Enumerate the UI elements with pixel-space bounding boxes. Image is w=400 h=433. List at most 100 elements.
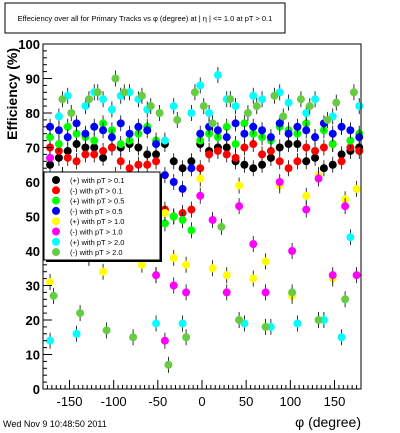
data-point bbox=[249, 164, 258, 173]
data-point bbox=[178, 319, 187, 328]
legend-marker bbox=[52, 176, 60, 184]
data-point bbox=[120, 88, 129, 97]
data-point bbox=[46, 122, 55, 131]
y-tick-label: 80 bbox=[26, 106, 40, 121]
legend-marker bbox=[52, 196, 60, 205]
data-point bbox=[178, 184, 187, 193]
y-tick-label: 60 bbox=[26, 175, 40, 190]
data-point bbox=[137, 91, 146, 100]
data-point bbox=[275, 178, 284, 186]
data-point bbox=[99, 126, 108, 135]
data-point bbox=[93, 88, 102, 97]
data-point bbox=[213, 126, 222, 135]
data-point bbox=[190, 88, 199, 97]
data-point bbox=[328, 271, 337, 280]
data-point bbox=[217, 222, 226, 231]
data-point bbox=[275, 119, 284, 128]
data-point bbox=[125, 129, 134, 138]
data-point bbox=[231, 102, 240, 111]
data-point bbox=[116, 157, 125, 166]
data-point bbox=[261, 288, 270, 297]
data-point bbox=[222, 288, 231, 297]
title-box: Effeciency over all for Primary Tracks v… bbox=[4, 2, 286, 34]
data-point bbox=[302, 191, 311, 200]
data-point bbox=[49, 291, 58, 300]
data-point bbox=[72, 119, 81, 128]
data-point bbox=[81, 129, 90, 138]
data-point bbox=[252, 102, 261, 111]
data-point bbox=[46, 336, 55, 345]
legend-marker bbox=[52, 206, 60, 215]
y-tick-label: 30 bbox=[26, 279, 40, 294]
data-point bbox=[152, 157, 161, 166]
data-point bbox=[99, 146, 108, 155]
data-point bbox=[99, 95, 108, 104]
data-point bbox=[346, 126, 355, 135]
y-tick-label: 100 bbox=[18, 37, 40, 52]
data-point bbox=[341, 295, 350, 304]
x-tick-label: -100 bbox=[101, 394, 127, 409]
data-point bbox=[293, 122, 302, 131]
data-point bbox=[341, 202, 350, 211]
plot-area bbox=[46, 67, 364, 373]
data-point bbox=[152, 140, 161, 149]
data-point bbox=[63, 153, 72, 162]
data-point bbox=[302, 126, 311, 135]
data-point bbox=[199, 102, 208, 111]
data-point bbox=[173, 115, 182, 124]
data-point bbox=[337, 333, 346, 342]
data-point bbox=[293, 140, 302, 149]
data-point bbox=[116, 119, 125, 128]
data-point bbox=[355, 102, 364, 111]
data-point bbox=[196, 191, 205, 200]
data-point bbox=[222, 133, 231, 142]
data-point bbox=[169, 281, 178, 290]
data-point bbox=[46, 133, 55, 142]
data-point bbox=[208, 264, 217, 273]
data-point bbox=[288, 288, 297, 297]
data-point bbox=[328, 140, 337, 149]
chart-title: Effeciency over all for Primary Tracks v… bbox=[18, 14, 273, 23]
data-point bbox=[116, 140, 125, 149]
x-tick-label: -150 bbox=[56, 394, 82, 409]
legend-label: (-) with pT > 1.0 bbox=[70, 228, 123, 237]
data-point bbox=[328, 129, 337, 138]
legend-label: (+) with pT > 2.0 bbox=[70, 238, 124, 247]
data-point bbox=[72, 140, 81, 149]
y-tick-label: 90 bbox=[26, 72, 40, 87]
data-point bbox=[63, 133, 72, 142]
data-point bbox=[81, 150, 90, 159]
data-point bbox=[235, 316, 244, 324]
data-point bbox=[279, 112, 288, 121]
data-point bbox=[143, 150, 152, 159]
y-tick-label: 70 bbox=[26, 141, 40, 156]
data-point bbox=[288, 247, 297, 255]
data-point bbox=[107, 105, 116, 114]
data-point bbox=[222, 122, 231, 131]
legend-label: (+) with pT > 0.1 bbox=[70, 176, 124, 185]
legend-marker bbox=[52, 227, 60, 236]
data-point bbox=[249, 240, 258, 249]
x-tick-label: 50 bbox=[239, 394, 253, 409]
data-point bbox=[102, 326, 111, 335]
data-point bbox=[178, 164, 187, 173]
data-point bbox=[54, 112, 63, 121]
data-point bbox=[314, 316, 323, 324]
legend-marker bbox=[52, 237, 60, 246]
legend-label: (-) with pT > 0.5 bbox=[70, 207, 123, 216]
x-tick-label: 150 bbox=[324, 394, 346, 409]
y-tick-label: 10 bbox=[26, 348, 40, 363]
data-point bbox=[231, 153, 240, 162]
data-point bbox=[349, 88, 358, 97]
data-point bbox=[111, 74, 120, 83]
data-point bbox=[182, 288, 191, 297]
data-point bbox=[54, 140, 63, 149]
data-point bbox=[196, 81, 205, 90]
data-point bbox=[81, 102, 90, 111]
data-point bbox=[54, 126, 63, 135]
x-tick-label: -50 bbox=[148, 394, 167, 409]
data-point bbox=[355, 133, 364, 142]
legend-marker bbox=[52, 217, 60, 226]
data-point bbox=[107, 133, 116, 142]
